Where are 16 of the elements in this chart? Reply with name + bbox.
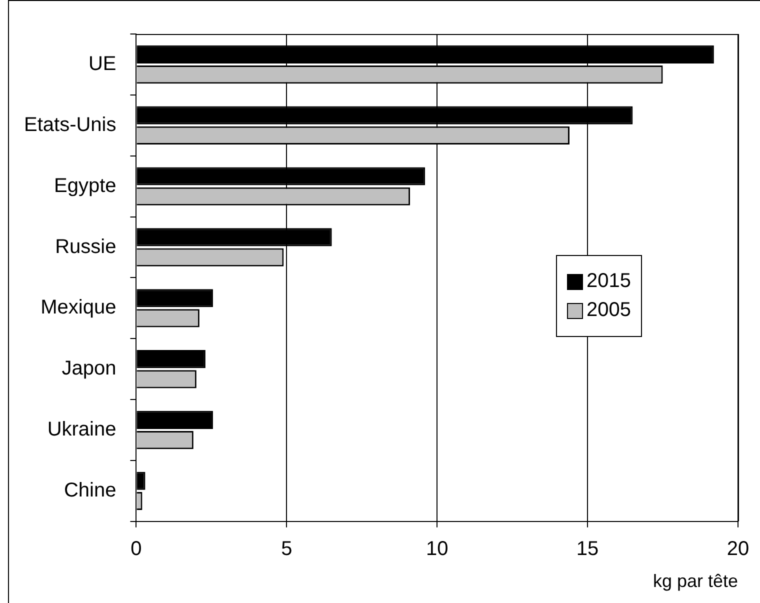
y-tick-label: Chine (64, 479, 116, 502)
x-tick-label: 0 (130, 538, 142, 560)
x-axis-title: kg par tête (652, 571, 738, 592)
y-tick-label: Egypte (54, 174, 116, 197)
x-tick-label: 5 (281, 538, 292, 560)
y-tick-label: UE (88, 52, 116, 75)
y-tick-label: Russie (55, 236, 116, 258)
x-tick-label: 20 (726, 538, 750, 560)
y-tick-label: Mexique (40, 296, 116, 319)
y-tick-label: Etats-Unis (24, 114, 116, 136)
x-tick-label: 15 (576, 538, 599, 560)
legend-label: 2015 (586, 270, 631, 293)
y-tick-label: Ukraine (47, 418, 116, 441)
legend-label: 2005 (586, 299, 631, 322)
y-tick-label: Japon (62, 358, 116, 380)
x-tick-label: 10 (426, 538, 448, 560)
